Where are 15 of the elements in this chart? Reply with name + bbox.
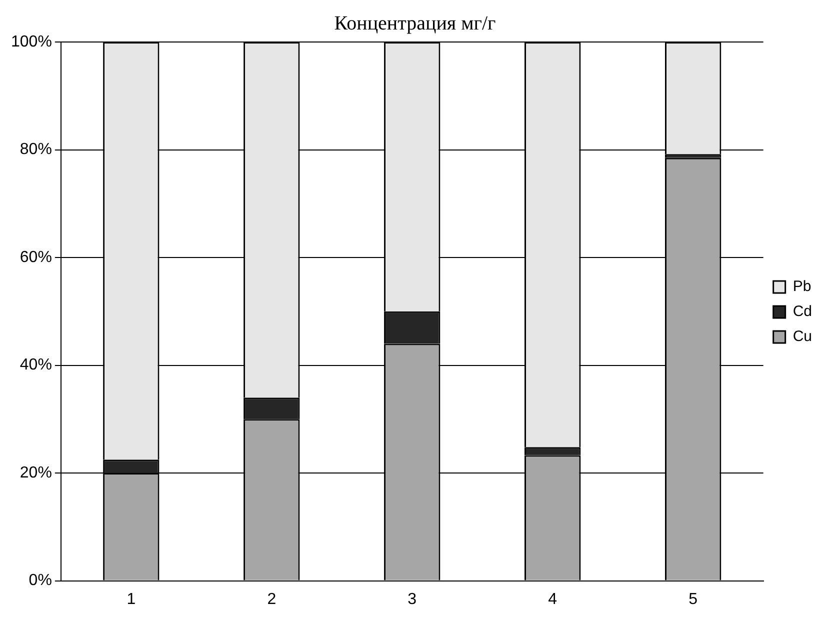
legend-label: Cu xyxy=(792,328,812,346)
y-tick-label: 20% xyxy=(20,464,52,482)
y-tick-label: 0% xyxy=(28,572,52,590)
x-tick-label: 1 xyxy=(126,590,136,608)
x-tick-label: 3 xyxy=(408,590,417,608)
legend-label: Cd xyxy=(792,303,812,320)
legend-label: Pb xyxy=(792,278,812,296)
y-tick-label: 80% xyxy=(20,141,52,158)
x-tick-label: 5 xyxy=(688,590,698,608)
chart-title: Концентрация мг/г xyxy=(334,12,496,34)
x-tick-label: 2 xyxy=(267,590,276,608)
x-tick-label: 4 xyxy=(548,590,558,608)
y-tick-label: 100% xyxy=(11,33,52,50)
y-tick-label: 40% xyxy=(20,356,52,374)
y-tick-label: 60% xyxy=(20,248,52,266)
